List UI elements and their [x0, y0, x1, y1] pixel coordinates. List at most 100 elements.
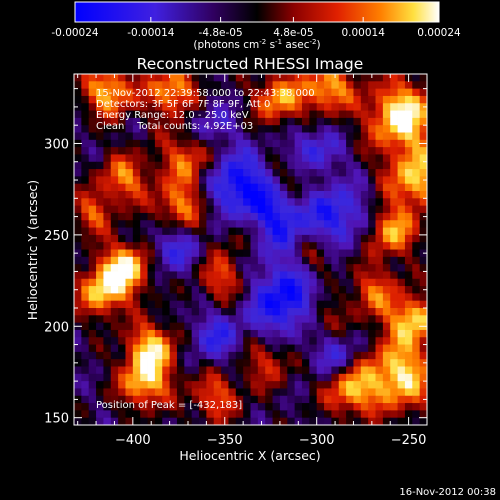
- heatmap-cell: [397, 74, 406, 82]
- heatmap-cell: [103, 359, 112, 367]
- heatmap-cell: [221, 205, 229, 214]
- heatmap-cell: [316, 359, 325, 367]
- heatmap-cell: [257, 220, 266, 228]
- heatmap-cell: [360, 337, 369, 345]
- heatmap-cell: [176, 315, 185, 324]
- heatmap-cell: [375, 139, 384, 148]
- heatmap-cell: [338, 286, 347, 294]
- heatmap-cell: [412, 388, 421, 397]
- heatmap-cell: [324, 103, 332, 111]
- heatmap-cell: [110, 388, 119, 397]
- heatmap-cell: [206, 198, 215, 207]
- heatmap-cell: [265, 176, 273, 185]
- heatmap-cell: [309, 337, 318, 345]
- heatmap-cell: [191, 329, 200, 338]
- heatmap-cell: [162, 315, 170, 324]
- heatmap-cell: [103, 139, 112, 148]
- heatmap-cell: [331, 88, 340, 97]
- heatmap-cell: [228, 359, 237, 367]
- heatmap-cell: [390, 110, 398, 119]
- heatmap-cell: [199, 191, 207, 199]
- heatmap-cell: [375, 344, 384, 353]
- heatmap-cell: [213, 381, 222, 389]
- heatmap-cell: [250, 344, 259, 353]
- heatmap-cell: [206, 308, 215, 316]
- heatmap-cell: [235, 183, 244, 192]
- heatmap-cell: [118, 103, 126, 111]
- heatmap-cell: [243, 403, 251, 411]
- heatmap-cell: [324, 176, 332, 185]
- heatmap-cell: [132, 88, 141, 97]
- heatmap-cell: [279, 286, 288, 294]
- heatmap-cell: [375, 256, 384, 265]
- heatmap-cell: [125, 227, 134, 236]
- heatmap-cell: [199, 220, 207, 228]
- heatmap-cell: [221, 388, 229, 397]
- heatmap-cell: [235, 249, 244, 258]
- heatmap-cell: [346, 417, 354, 426]
- heatmap-cell: [390, 286, 398, 294]
- heatmap-cell: [360, 220, 369, 228]
- heatmap-cell: [81, 366, 90, 375]
- heatmap-cell: [360, 286, 369, 294]
- heatmap-cell: [301, 286, 310, 294]
- heatmap-cell: [140, 286, 148, 294]
- heatmap-cell: [125, 359, 134, 367]
- heatmap-cell: [360, 191, 369, 199]
- heatmap-cell: [338, 212, 347, 221]
- heatmap-cell: [412, 139, 421, 148]
- heatmap-cell: [221, 234, 229, 243]
- heatmap-cell: [213, 264, 222, 272]
- heatmap-cell: [257, 337, 266, 345]
- heatmap-cell: [338, 139, 347, 148]
- heatmap-cell: [154, 286, 163, 294]
- heatmap-cell: [162, 410, 170, 419]
- heatmap-cell: [88, 359, 97, 367]
- heatmap-cell: [140, 351, 148, 360]
- heatmap-cell: [221, 154, 229, 163]
- heatmap-cell: [309, 125, 318, 133]
- heatmap-cell: [353, 351, 362, 360]
- heatmap-cell: [419, 417, 428, 426]
- heatmap-cell: [154, 344, 163, 353]
- heatmap-cell: [228, 176, 237, 185]
- heatmap-cell: [243, 264, 251, 272]
- heatmap-cell: [235, 169, 244, 177]
- heatmap-cell: [125, 191, 134, 199]
- heatmap-cell: [243, 351, 251, 360]
- heatmap-cell: [404, 242, 413, 250]
- heatmap-cell: [338, 183, 347, 192]
- heatmap-cell: [147, 256, 156, 265]
- heatmap-cell: [169, 403, 178, 411]
- heatmap-cell: [154, 256, 163, 265]
- heatmap-cell: [110, 366, 119, 375]
- heatmap-cell: [257, 191, 266, 199]
- heatmap-cell: [118, 286, 126, 294]
- heatmap-cell: [147, 234, 156, 243]
- heatmap-cell: [279, 256, 288, 265]
- heatmap-cell: [140, 403, 148, 411]
- heatmap-cell: [294, 337, 303, 345]
- heatmap-cell: [257, 198, 266, 207]
- heatmap-cell: [162, 373, 170, 382]
- heatmap-cell: [235, 103, 244, 111]
- heatmap-cell: [279, 271, 288, 280]
- heatmap-cell: [250, 417, 259, 426]
- heatmap-cell: [243, 205, 251, 214]
- heatmap-cell: [390, 139, 398, 148]
- heatmap-cell: [140, 176, 148, 185]
- heatmap-cell: [132, 176, 141, 185]
- heatmap-cell: [169, 388, 178, 397]
- heatmap-cell: [162, 337, 170, 345]
- heatmap-cell: [243, 212, 251, 221]
- heatmap-cell: [338, 417, 347, 426]
- heatmap-cell: [132, 161, 141, 170]
- heatmap-cell: [81, 81, 90, 90]
- heatmap-cell: [412, 329, 421, 338]
- heatmap-cell: [353, 139, 362, 148]
- heatmap-cell: [199, 373, 207, 382]
- heatmap-cell: [147, 359, 156, 367]
- heatmap-cell: [213, 191, 222, 199]
- heatmap-cell: [301, 139, 310, 148]
- heatmap-cell: [88, 95, 97, 104]
